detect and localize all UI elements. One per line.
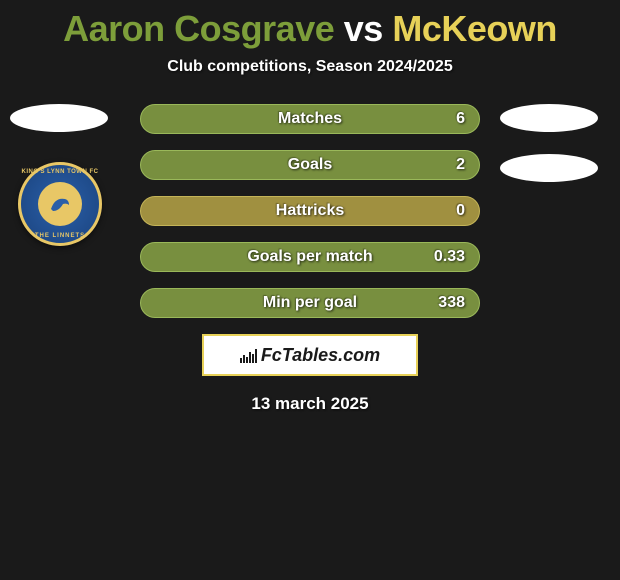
stat-label: Goals per match <box>247 248 372 266</box>
right-placeholder-ellipse-1 <box>500 104 598 132</box>
stat-row: Min per goal 338 <box>140 288 480 318</box>
club-crest: KING'S LYNN TOWN FC THE LINNETS <box>18 162 102 246</box>
brand-text: FcTables.com <box>261 345 380 366</box>
stat-label: Hattricks <box>276 202 344 220</box>
chart-icon <box>240 347 257 363</box>
title-player1: Aaron Cosgrave <box>63 8 334 49</box>
date-text: 13 march 2025 <box>0 394 620 414</box>
stat-value: 338 <box>438 294 465 312</box>
crest-inner-disc <box>38 182 82 226</box>
stat-value: 0.33 <box>434 248 465 266</box>
stat-row: Goals 2 <box>140 150 480 180</box>
stat-value: 6 <box>456 110 465 128</box>
stat-value: 0 <box>456 202 465 220</box>
stat-row: Goals per match 0.33 <box>140 242 480 272</box>
stat-label: Min per goal <box>263 294 357 312</box>
stat-label: Goals <box>288 156 332 174</box>
stat-row: Matches 6 <box>140 104 480 134</box>
title-player2: McKeown <box>392 8 557 49</box>
left-placeholder-ellipse <box>10 104 108 132</box>
right-placeholder-ellipse-2 <box>500 154 598 182</box>
bird-icon <box>45 189 75 219</box>
stat-row: Hattricks 0 <box>140 196 480 226</box>
subtitle: Club competitions, Season 2024/2025 <box>0 58 620 76</box>
brand-box: FcTables.com <box>202 334 418 376</box>
crest-bottom-text: THE LINNETS <box>21 233 99 239</box>
title-vs: vs <box>344 8 383 49</box>
stat-label: Matches <box>278 110 342 128</box>
page-title: Aaron Cosgrave vs McKeown <box>0 0 620 50</box>
content: KING'S LYNN TOWN FC THE LINNETS Matches 6… <box>0 104 620 414</box>
crest-top-text: KING'S LYNN TOWN FC <box>21 169 99 175</box>
stat-value: 2 <box>456 156 465 174</box>
crest-outer-ring: KING'S LYNN TOWN FC THE LINNETS <box>18 162 102 246</box>
stats-bars: Matches 6 Goals 2 Hattricks 0 Goals per match 0… <box>140 104 480 318</box>
